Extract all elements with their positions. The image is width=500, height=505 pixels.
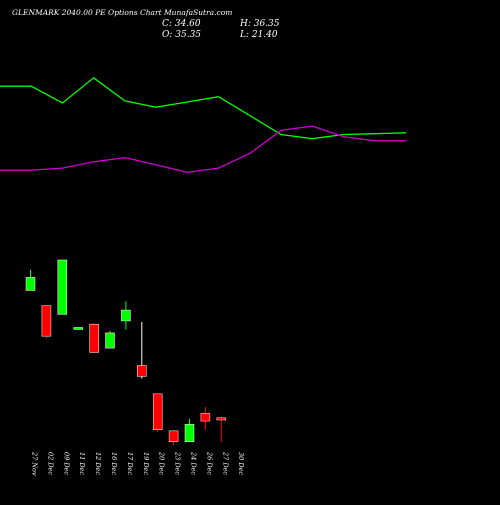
date-label: 27 Dec bbox=[221, 451, 229, 475]
candle-body bbox=[57, 259, 68, 315]
date-label: 09 Dec bbox=[62, 452, 70, 475]
candle-body bbox=[216, 417, 227, 421]
date-label: 19 Dec bbox=[142, 452, 150, 475]
line-series-layer bbox=[0, 76, 407, 173]
candle-body bbox=[137, 365, 147, 377]
candle-body bbox=[89, 323, 99, 353]
date-label-layer: 27 Nov 02 Dec 09 Dec 11 Dec 12 Dec 16 Dec 17 D… bbox=[31, 451, 246, 476]
date-label: 26 Dec bbox=[205, 451, 213, 475]
candle-body bbox=[25, 277, 36, 291]
candle-body bbox=[105, 332, 115, 349]
date-label: 17 Dec bbox=[126, 452, 134, 475]
date-label: 02 Dec bbox=[46, 452, 54, 475]
line-series-2 bbox=[0, 125, 406, 173]
candle-body bbox=[184, 424, 195, 442]
candle-body bbox=[152, 393, 163, 431]
high-value: H: 36.35 bbox=[239, 19, 280, 29]
candle-body bbox=[121, 309, 131, 322]
date-label: 23 Dec bbox=[174, 451, 182, 475]
candle-body bbox=[200, 413, 211, 422]
date-label: 24 Dec bbox=[190, 451, 198, 475]
candle-body bbox=[41, 305, 52, 337]
low-value: L: 21.40 bbox=[239, 30, 278, 40]
candle-body bbox=[73, 327, 83, 330]
date-label: 27 Nov bbox=[31, 451, 39, 476]
date-label: 12 Dec bbox=[94, 452, 102, 475]
candle-body bbox=[168, 430, 179, 442]
date-label: 30 Dec bbox=[237, 452, 245, 475]
chart-title: GLENMARK 2040.00 PE Options Chart Munafa… bbox=[12, 8, 232, 17]
candlestick-layer bbox=[25, 259, 227, 445]
date-label: 20 Dec bbox=[158, 451, 166, 475]
close-value: C: 34.60 bbox=[162, 19, 201, 29]
date-label: 16 Dec bbox=[110, 452, 118, 475]
date-label: 11 Dec bbox=[78, 452, 86, 475]
open-value: O: 35.35 bbox=[162, 30, 201, 40]
